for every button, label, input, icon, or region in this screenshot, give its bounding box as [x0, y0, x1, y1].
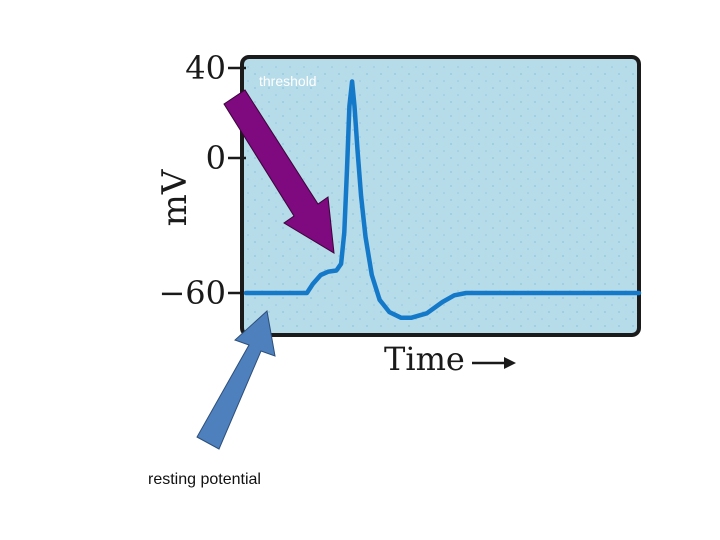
y-tick-label: 40: [185, 49, 226, 87]
threshold-label: threshold: [259, 73, 317, 89]
threshold-arrow-icon: [223, 89, 335, 254]
resting-arrow-icon: [196, 310, 276, 450]
x-axis-label: Time: [384, 340, 465, 378]
resting-potential-label: resting potential: [148, 471, 261, 488]
y-tick-label: −60: [158, 274, 226, 312]
y-axis: 40 0 −60: [158, 49, 246, 312]
time-arrow-icon: [472, 357, 516, 369]
y-tick-label: 0: [206, 139, 226, 177]
membrane-potential-line: [243, 79, 642, 321]
y-axis-label: mV: [155, 168, 195, 226]
